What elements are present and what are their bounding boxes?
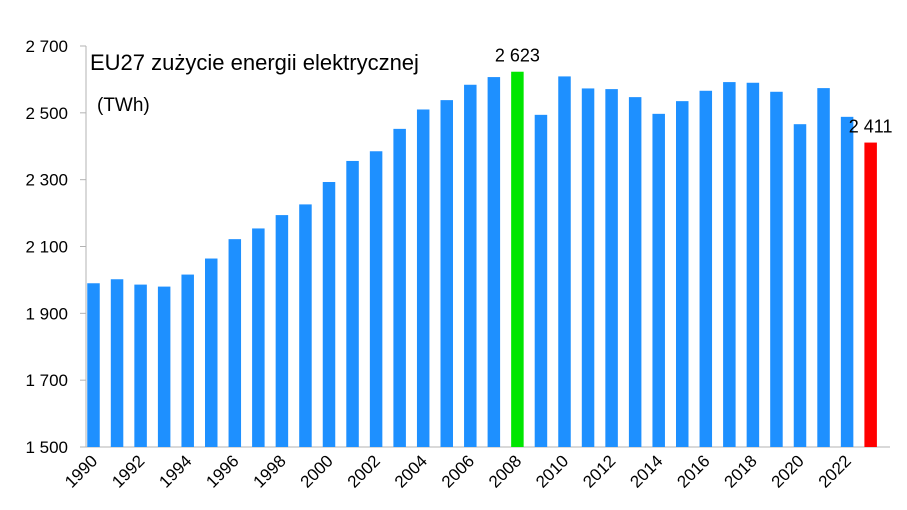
bar-2011 (581, 88, 595, 447)
bar-1995 (205, 258, 218, 447)
x-tick-label: 2002 (344, 451, 384, 491)
x-tick-label: 2012 (579, 451, 619, 491)
bar-2015 (676, 101, 689, 447)
bar-2012 (605, 89, 618, 448)
data-labels: 2 623 2 411 (495, 46, 893, 137)
bar-2005 (440, 100, 453, 447)
x-axis-ticks: 1990 1992 1994 1996 1998 2000 2002 2004 2006 2008… (61, 451, 855, 491)
data-label-2008: 2 623 (495, 46, 540, 66)
y-tick-label: 1 500 (25, 438, 68, 457)
x-tick-label: 1994 (155, 451, 195, 491)
bar-2001 (346, 160, 359, 447)
chart-subtitle: (TWh) (97, 95, 150, 116)
bar-1991 (110, 279, 124, 447)
bar-2023 (864, 142, 877, 447)
bar-2016 (699, 90, 713, 447)
bar-1997 (252, 228, 265, 447)
bar-1992 (134, 284, 147, 447)
x-tick-label: 2020 (768, 451, 808, 491)
bar-2017 (723, 82, 736, 447)
x-tick-label: 2018 (721, 451, 761, 491)
bar-2003 (393, 128, 406, 447)
bar-1999 (299, 204, 312, 447)
y-tick-label: 2 700 (25, 37, 68, 56)
bar-2021 (817, 88, 830, 448)
x-tick-label: 1990 (61, 451, 101, 491)
x-tick-label: 2008 (485, 451, 525, 491)
x-tick-label: 2000 (297, 451, 337, 491)
x-tick-label: 2014 (626, 451, 666, 491)
data-label-2023: 2 411 (849, 117, 893, 137)
y-axis-ticks: 1 500 1 700 1 900 2 100 2 300 2 500 2 700 (25, 37, 68, 457)
bars (87, 71, 877, 448)
x-tick-label: 2016 (673, 451, 713, 491)
bar-2019 (770, 91, 783, 447)
bar-2000 (322, 182, 336, 447)
bar-2002 (369, 151, 383, 447)
bar-2018 (746, 82, 760, 447)
bar-2020 (793, 124, 807, 447)
x-tick-label: 2010 (532, 451, 572, 491)
bar-2010 (558, 76, 571, 447)
y-tick-label: 2 500 (25, 104, 68, 123)
y-tick-label: 1 900 (25, 304, 68, 323)
bar-2008 (511, 71, 524, 447)
bar-2006 (464, 84, 477, 447)
bar-2013 (628, 97, 642, 447)
y-tick-label: 2 300 (25, 171, 68, 190)
bar-1998 (275, 215, 289, 447)
x-tick-label: 2006 (438, 451, 478, 491)
x-tick-label: 1996 (202, 451, 242, 491)
bar-2009 (534, 114, 548, 447)
x-tick-label: 1998 (250, 451, 290, 491)
x-tick-label: 2022 (815, 451, 855, 491)
bar-2004 (416, 109, 430, 448)
bar-2022 (840, 116, 854, 447)
bar-1994 (181, 274, 194, 447)
x-tick-label: 2004 (391, 451, 431, 491)
chart-title: EU27 zużycie energii elektrycznej (90, 50, 419, 75)
bar-2007 (487, 77, 501, 447)
y-tick-label: 2 100 (25, 238, 68, 257)
bar-1996 (228, 239, 242, 447)
x-tick-label: 1992 (108, 451, 148, 491)
bar-1990 (87, 283, 100, 447)
gridlines (80, 45, 890, 448)
bar-1993 (157, 286, 171, 447)
bar-2014 (652, 113, 665, 447)
y-tick-label: 1 700 (25, 371, 68, 390)
